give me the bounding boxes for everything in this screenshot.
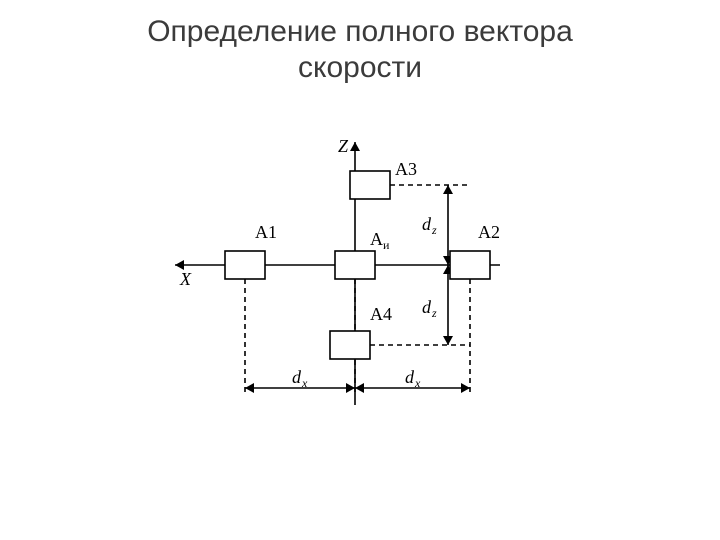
svg-text:z: z	[431, 223, 437, 237]
svg-text:A: A	[370, 229, 383, 249]
svg-text:A1: A1	[255, 222, 277, 242]
title-line-2: скорости	[298, 51, 422, 84]
svg-text:A3: A3	[395, 159, 417, 179]
svg-text:Z: Z	[338, 136, 349, 156]
svg-text:d: d	[422, 297, 432, 317]
svg-text:d: d	[292, 367, 302, 387]
svg-text:X: X	[179, 269, 192, 289]
svg-text:d: d	[405, 367, 415, 387]
svg-text:A2: A2	[478, 222, 500, 242]
svg-text:d: d	[422, 214, 432, 234]
velocity-vector-diagram: XZdzdzdxdxA1A2A3A4Aи	[170, 130, 540, 430]
svg-text:A4: A4	[370, 304, 392, 324]
svg-text:x: x	[301, 376, 308, 390]
svg-text:и: и	[383, 238, 390, 252]
svg-text:z: z	[431, 306, 437, 320]
title-line-1: Определение полного вектора	[147, 15, 573, 48]
page-title: Определение полного вектора скорости	[0, 14, 720, 86]
svg-text:x: x	[414, 376, 421, 390]
